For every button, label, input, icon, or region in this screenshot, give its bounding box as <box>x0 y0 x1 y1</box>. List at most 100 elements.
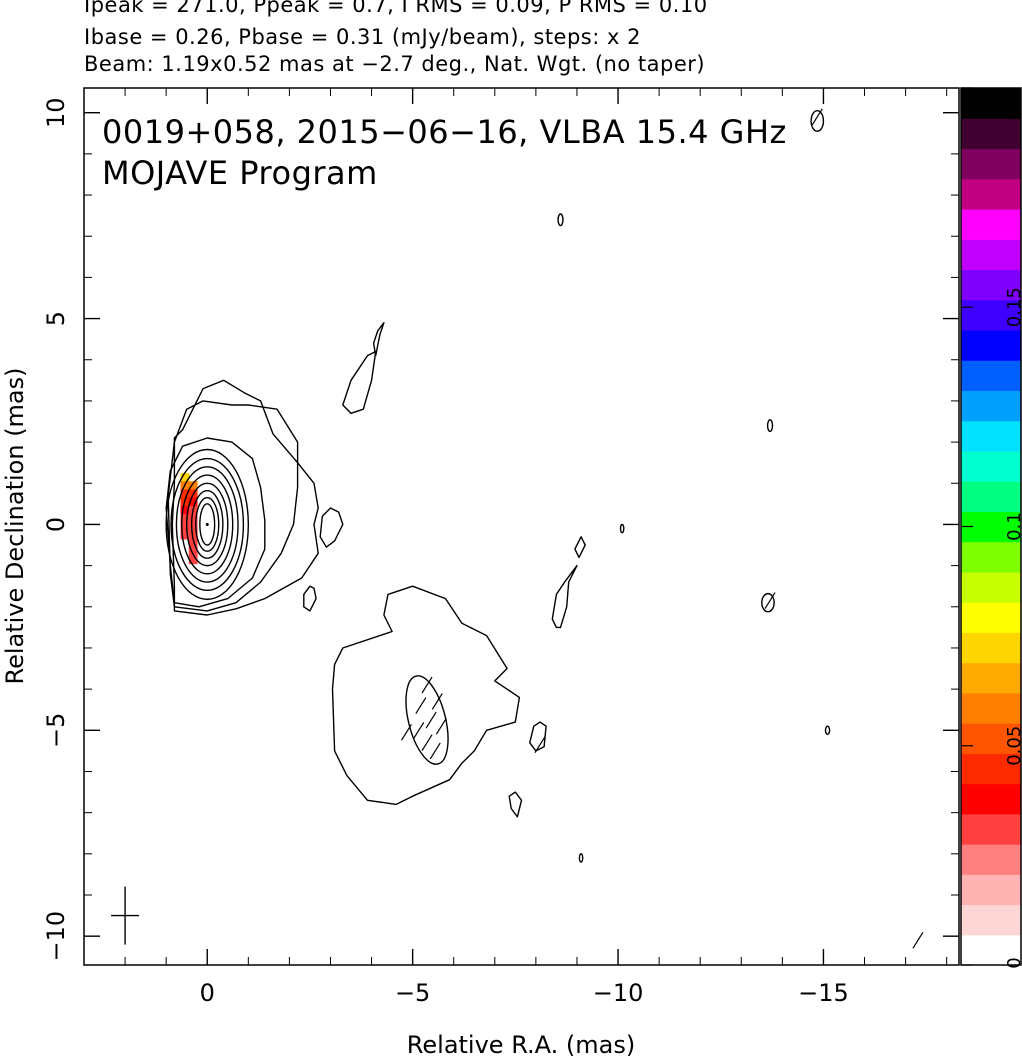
evpa-tick <box>421 676 433 694</box>
core-contour <box>165 448 250 601</box>
polarization-pixel <box>180 530 190 540</box>
chart-title-line-1: 0019+058, 2015−06−16, VLBA 15.4 GHz <box>102 113 787 151</box>
jet-outer-contour <box>331 585 521 806</box>
blob-8-5 <box>529 721 547 752</box>
core-contour <box>185 482 229 567</box>
colorbar-step <box>961 632 1021 664</box>
colorbar-step <box>961 844 1021 875</box>
x-axis-label: Relative R.A. (mas) <box>407 1031 635 1059</box>
colorbar-step <box>961 662 1021 694</box>
colorbar-step <box>961 602 1021 633</box>
polarization-pixel <box>188 522 198 532</box>
plot-frame <box>83 87 960 966</box>
colorbar-step <box>961 148 1021 180</box>
evpa-tick <box>764 592 776 609</box>
core-peak-marker <box>205 522 209 526</box>
blob-7-6 <box>508 791 523 818</box>
polarization-pixel <box>188 538 198 548</box>
small-contour <box>557 213 564 227</box>
core-contour <box>190 489 224 559</box>
blob-4-3 <box>342 350 377 414</box>
x-tick-label: −10 <box>593 979 644 1007</box>
small-contour <box>824 725 831 736</box>
core-contour <box>199 503 216 546</box>
colorbar-step <box>961 360 1021 392</box>
core-contour <box>195 496 220 552</box>
colorbar-tick-label: 0.15 <box>1004 287 1022 327</box>
colorbar-step <box>961 390 1021 422</box>
colorbar-tick-label: 0.1 <box>1004 512 1022 541</box>
colorbar-frame <box>960 87 1022 966</box>
blob-4-4 <box>372 322 385 357</box>
colorbar-step <box>961 813 1021 845</box>
polarization-pixel <box>180 514 190 523</box>
evpa-tick <box>400 724 412 741</box>
evpa-tick <box>435 717 447 735</box>
y-tick-label: −10 <box>42 911 70 962</box>
x-tick-label: −5 <box>395 979 430 1007</box>
colorbar-step <box>961 934 1021 966</box>
polarization-pixel <box>180 522 190 532</box>
core-contour-11 <box>171 379 319 616</box>
colorbar-step <box>961 178 1021 210</box>
evpa-tick <box>415 697 427 714</box>
core-contour-10 <box>167 400 299 612</box>
colorbar: 0 0.05 0.1 0.15 0.2 <box>961 87 1022 969</box>
evpa-tick <box>421 734 433 751</box>
polarization-pixel <box>180 505 190 515</box>
evpa-tick <box>431 693 443 710</box>
evpa-tick <box>425 711 437 729</box>
small-contour <box>578 853 584 863</box>
x-tick-label: −15 <box>798 979 849 1007</box>
small-contour <box>619 523 625 534</box>
evpa-tick <box>429 742 441 760</box>
jet-inner-contour <box>405 675 449 765</box>
evpa-tick <box>912 931 924 949</box>
polarization-pixel <box>188 514 198 523</box>
colorbar-step <box>961 329 1021 361</box>
y-tick-label: 0 <box>42 517 70 532</box>
core-contour <box>170 457 245 592</box>
evpa-tick <box>413 721 425 739</box>
colorbar-step <box>961 299 1021 331</box>
y-axis-label: Relative Declination (mas) <box>1 367 29 684</box>
polarization-pixel <box>188 555 198 565</box>
colorbar-step <box>961 269 1021 301</box>
polarization-pixel <box>188 481 198 491</box>
polarization-pixel <box>188 547 198 556</box>
polarization-pixel <box>188 530 198 540</box>
header-stats-line: Ipeak = 271.0, Ppeak = 0.7, I RMS = 0.09… <box>84 0 708 17</box>
plot-area <box>111 108 924 949</box>
small-contour <box>761 592 775 613</box>
x-tick-label: 0 <box>200 979 215 1007</box>
blob-9-0 <box>574 536 586 559</box>
y-tick-label: 10 <box>42 97 70 128</box>
colorbar-step <box>961 904 1021 936</box>
colorbar-step <box>961 118 1021 150</box>
colorbar-step <box>961 753 1021 785</box>
header-base-line: Ibase = 0.26, Pbase = 0.31 (mJy/beam), s… <box>84 25 641 49</box>
small-contour <box>766 419 774 433</box>
colorbar-step <box>961 723 1021 754</box>
y-tick-label: −5 <box>42 713 70 748</box>
polarization-pixel <box>188 497 198 507</box>
polarization-pixel <box>180 472 190 482</box>
axis-ticks: 0 −5 −10 −15 10 5 0 −5 −10 <box>42 88 959 1007</box>
small-contour <box>810 109 825 132</box>
blob-2-1 <box>303 585 317 612</box>
core-contour <box>175 466 239 583</box>
colorbar-tick-label: 0.2 <box>1004 92 1022 121</box>
polarization-pixel <box>180 489 190 499</box>
colorbar-tick-label: 0.05 <box>1004 726 1022 766</box>
colorbar-step <box>961 541 1021 573</box>
colorbar-step <box>961 874 1021 906</box>
chart-title-line-2: MOJAVE Program <box>102 154 378 192</box>
colorbar-step <box>961 239 1021 271</box>
colorbar-step <box>961 420 1021 452</box>
colorbar-step <box>961 208 1021 240</box>
colorbar-step <box>961 88 1021 119</box>
blob-3-0 <box>319 507 344 548</box>
evpa-tick <box>811 108 823 126</box>
colorbar-step <box>961 783 1021 815</box>
